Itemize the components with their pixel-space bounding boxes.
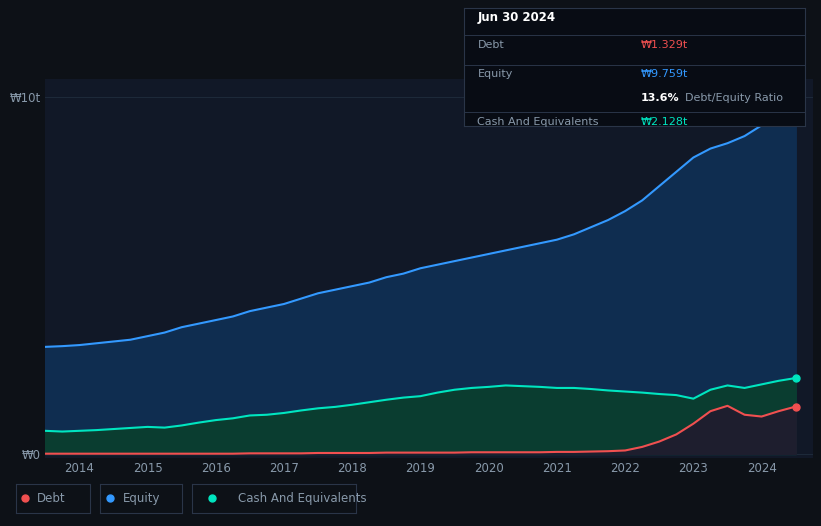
Text: ₩2.128t: ₩2.128t (641, 117, 689, 127)
Text: Debt: Debt (37, 492, 66, 505)
Text: Cash And Equivalents: Cash And Equivalents (478, 117, 599, 127)
Text: Debt/Equity Ratio: Debt/Equity Ratio (686, 93, 783, 103)
Text: 13.6%: 13.6% (641, 93, 680, 103)
Text: Jun 30 2024: Jun 30 2024 (478, 12, 556, 24)
Text: Equity: Equity (123, 492, 161, 505)
Text: Debt: Debt (478, 40, 504, 50)
Text: ₩1.329t: ₩1.329t (641, 40, 688, 50)
Text: Cash And Equivalents: Cash And Equivalents (238, 492, 367, 505)
Text: Equity: Equity (478, 69, 513, 79)
Text: ₩9.759t: ₩9.759t (641, 69, 689, 79)
